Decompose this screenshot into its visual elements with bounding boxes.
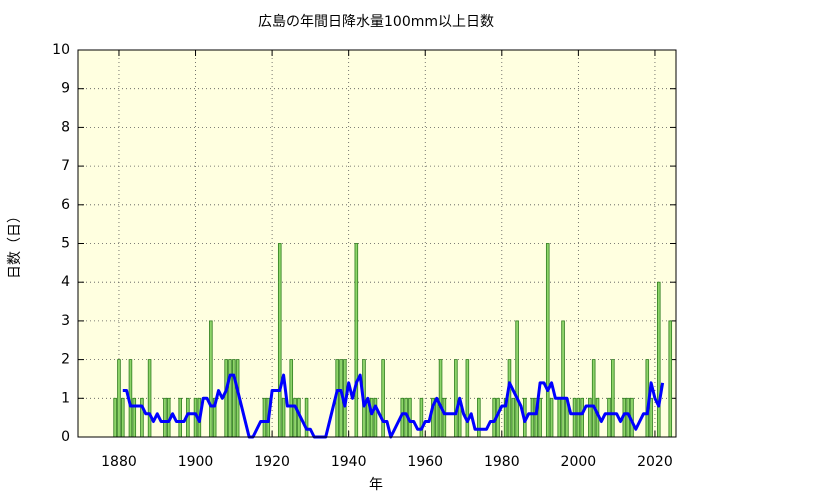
y-tick-label: 1 xyxy=(61,390,70,406)
x-axis-label: 年 xyxy=(369,477,383,493)
bar xyxy=(232,359,236,438)
y-axis-label: 日数（日） xyxy=(7,209,23,279)
bar xyxy=(572,397,577,438)
bar xyxy=(113,397,117,438)
bar xyxy=(649,397,653,438)
bar xyxy=(140,397,144,438)
bar xyxy=(262,397,267,438)
x-tick-label: 1880 xyxy=(101,454,137,470)
bar xyxy=(656,281,661,438)
bar xyxy=(147,359,152,438)
bar xyxy=(588,397,592,438)
bar xyxy=(381,359,385,438)
bar xyxy=(419,397,424,438)
bar xyxy=(549,397,554,438)
bar xyxy=(354,243,359,438)
bar xyxy=(434,397,439,438)
y-tick-label: 9 xyxy=(61,81,70,97)
bar xyxy=(477,397,481,438)
y-tick-label: 7 xyxy=(61,158,70,174)
bar xyxy=(228,359,232,438)
bar xyxy=(178,397,182,438)
x-tick-label: 1900 xyxy=(178,454,214,470)
chart-title: 広島の年間日降水量100mm以上日数 xyxy=(258,14,494,30)
y-tick-label: 4 xyxy=(61,274,70,290)
bar xyxy=(117,359,121,438)
x-tick-label: 1920 xyxy=(254,454,290,470)
bar xyxy=(576,397,581,438)
y-tick-label: 2 xyxy=(61,352,70,368)
y-tick-label: 8 xyxy=(61,119,70,135)
x-tick-label: 2020 xyxy=(637,454,673,470)
plot-frame xyxy=(77,49,677,438)
bar xyxy=(289,359,294,438)
bar xyxy=(561,320,565,438)
bar xyxy=(373,397,378,438)
bar xyxy=(293,397,297,438)
bar xyxy=(515,320,519,438)
y-tick-label: 10 xyxy=(52,42,70,58)
bar xyxy=(442,397,447,438)
bar xyxy=(209,320,213,438)
bar xyxy=(538,397,542,438)
bar xyxy=(511,397,516,438)
y-tick-label: 3 xyxy=(61,313,70,329)
x-tick-label: 1940 xyxy=(331,454,367,470)
bar xyxy=(281,397,286,438)
bar xyxy=(121,397,125,438)
bar xyxy=(591,359,596,438)
bar xyxy=(304,397,309,438)
bar xyxy=(277,243,282,438)
bar xyxy=(454,359,458,438)
plot-area xyxy=(78,50,676,437)
bar xyxy=(507,359,512,438)
x-tick-label: 1960 xyxy=(407,454,443,470)
bar xyxy=(611,359,615,438)
moving-average-line xyxy=(122,373,665,439)
bar xyxy=(580,397,584,438)
bar xyxy=(224,359,228,438)
bar xyxy=(545,243,550,438)
bar xyxy=(530,397,535,438)
y-tick-label: 0 xyxy=(61,429,70,445)
bar xyxy=(163,397,167,438)
bar xyxy=(132,397,137,438)
bar xyxy=(668,320,673,438)
x-tick-label: 1980 xyxy=(484,454,520,470)
bar xyxy=(557,397,562,438)
bar xyxy=(438,359,443,438)
y-tick-label: 6 xyxy=(61,197,70,213)
y-tick-label: 5 xyxy=(61,236,70,252)
bar xyxy=(465,359,470,438)
bar xyxy=(607,397,611,438)
x-tick-label: 2000 xyxy=(561,454,597,470)
